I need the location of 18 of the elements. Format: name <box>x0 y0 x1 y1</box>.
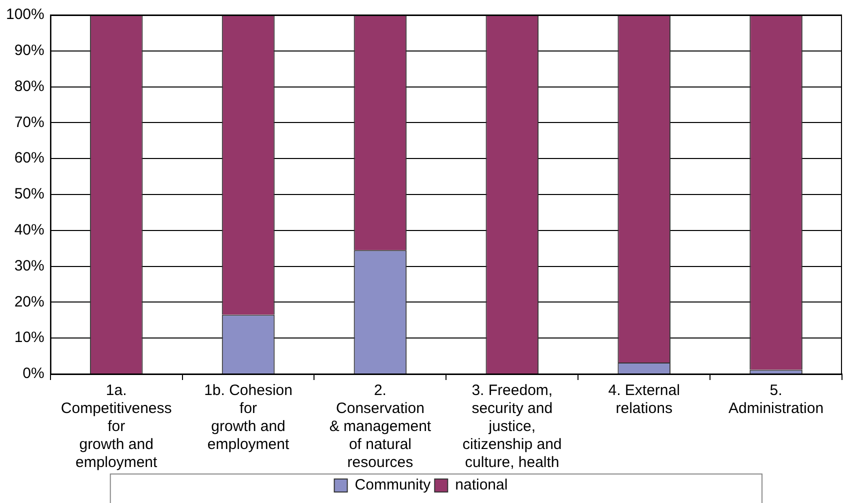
legend-label: national <box>455 476 508 494</box>
y-tick-label: 90% <box>14 42 44 60</box>
x-tick-label: 2. Conservation & management of natural resources <box>329 382 432 472</box>
y-tick-label: 80% <box>14 78 44 95</box>
x-tick-label: 1a. Competitiveness for growth and employment <box>60 382 172 472</box>
y-tick-label: 60% <box>14 150 44 167</box>
y-tick-label: 0% <box>22 365 44 382</box>
y-tick-label: 10% <box>14 329 44 346</box>
x-tick-label: 4. External relations <box>608 382 680 418</box>
y-tick-label: 20% <box>14 293 44 310</box>
y-tick-label: 50% <box>14 186 44 203</box>
y-tick-label: 100% <box>6 6 44 24</box>
x-tick-label: 5. Administration <box>728 382 824 418</box>
y-tick-label: 30% <box>14 257 44 274</box>
x-tick-label: 1b. Cohesion for growth and employment <box>204 382 292 454</box>
y-tick-label: 70% <box>14 114 44 131</box>
legend-label: Community <box>354 476 432 494</box>
y-tick-label: 40% <box>14 222 44 239</box>
